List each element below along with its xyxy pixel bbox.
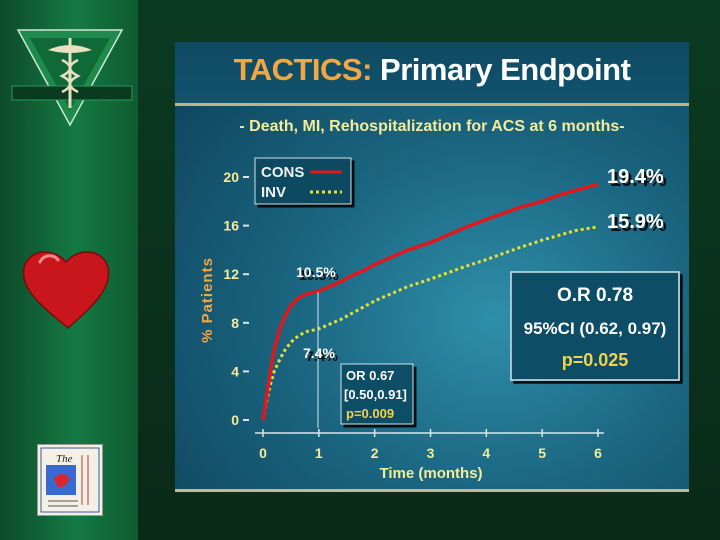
annotation-inv-1mo: 7.4% <box>303 345 335 361</box>
legend-label-inv: INV <box>261 184 286 201</box>
left-emblems <box>11 29 133 329</box>
x-tick-label: 6 <box>594 445 602 461</box>
series-line-cons <box>261 182 599 421</box>
caduceus-emblem-icon <box>11 29 133 127</box>
y-tick-label: 12 <box>223 266 239 282</box>
or-1mo-line1: OR 0.67 <box>346 368 394 383</box>
or-1mo-line3: p=0.009 <box>346 406 394 421</box>
or-6mo-line1: O.R 0.78 <box>557 285 633 306</box>
x-axis-title: Time (months) <box>379 465 482 482</box>
x-tick-label: 0 <box>259 445 267 461</box>
title-rest: Primary Endpoint <box>380 52 631 87</box>
society-logo: The <box>37 444 103 516</box>
y-tick-label: 20 <box>223 169 239 185</box>
end-label-cons: 19.4% <box>607 166 664 188</box>
title-keyword: TACTICS: <box>233 52 373 87</box>
logo-word: The <box>56 453 73 465</box>
or-1mo-line2: [0.50,0.91] <box>344 387 407 402</box>
x-tick-label: 3 <box>427 445 435 461</box>
y-tick-label: 0 <box>231 412 239 428</box>
x-tick-label: 1 <box>315 445 323 461</box>
x-tick-label: 2 <box>371 445 379 461</box>
x-tick-label: 4 <box>482 445 490 461</box>
legend: CONS INV <box>254 157 352 205</box>
y-tick-label: 4 <box>231 363 239 379</box>
y-tick-label: 8 <box>231 315 239 331</box>
or-box-1mo: OR 0.67 [0.50,0.91] p=0.009 <box>340 363 414 425</box>
end-label-inv: 15.9% <box>607 211 664 233</box>
annotation-cons-1mo: 10.5% <box>296 264 336 280</box>
title-band <box>175 42 689 106</box>
slide-title: TACTICS: Primary Endpoint <box>175 52 689 88</box>
heart-icon <box>22 251 110 329</box>
y-tick-label: 16 <box>223 218 239 234</box>
legend-label-cons: CONS <box>261 164 304 181</box>
x-tick-label: 5 <box>538 445 546 461</box>
chart-panel <box>175 42 689 492</box>
or-6mo-line3: p=0.025 <box>562 350 629 370</box>
series-line-inv <box>261 225 599 421</box>
logo-graphic: The <box>40 447 100 513</box>
slide-subtitle: - Death, MI, Rehospitalization for ACS a… <box>239 118 625 135</box>
y-axis-title: % Patients <box>199 257 216 343</box>
or-box-6mo: O.R 0.78 95%CI (0.62, 0.97) p=0.025 <box>510 271 680 381</box>
or-6mo-line2: 95%CI (0.62, 0.97) <box>524 319 667 338</box>
